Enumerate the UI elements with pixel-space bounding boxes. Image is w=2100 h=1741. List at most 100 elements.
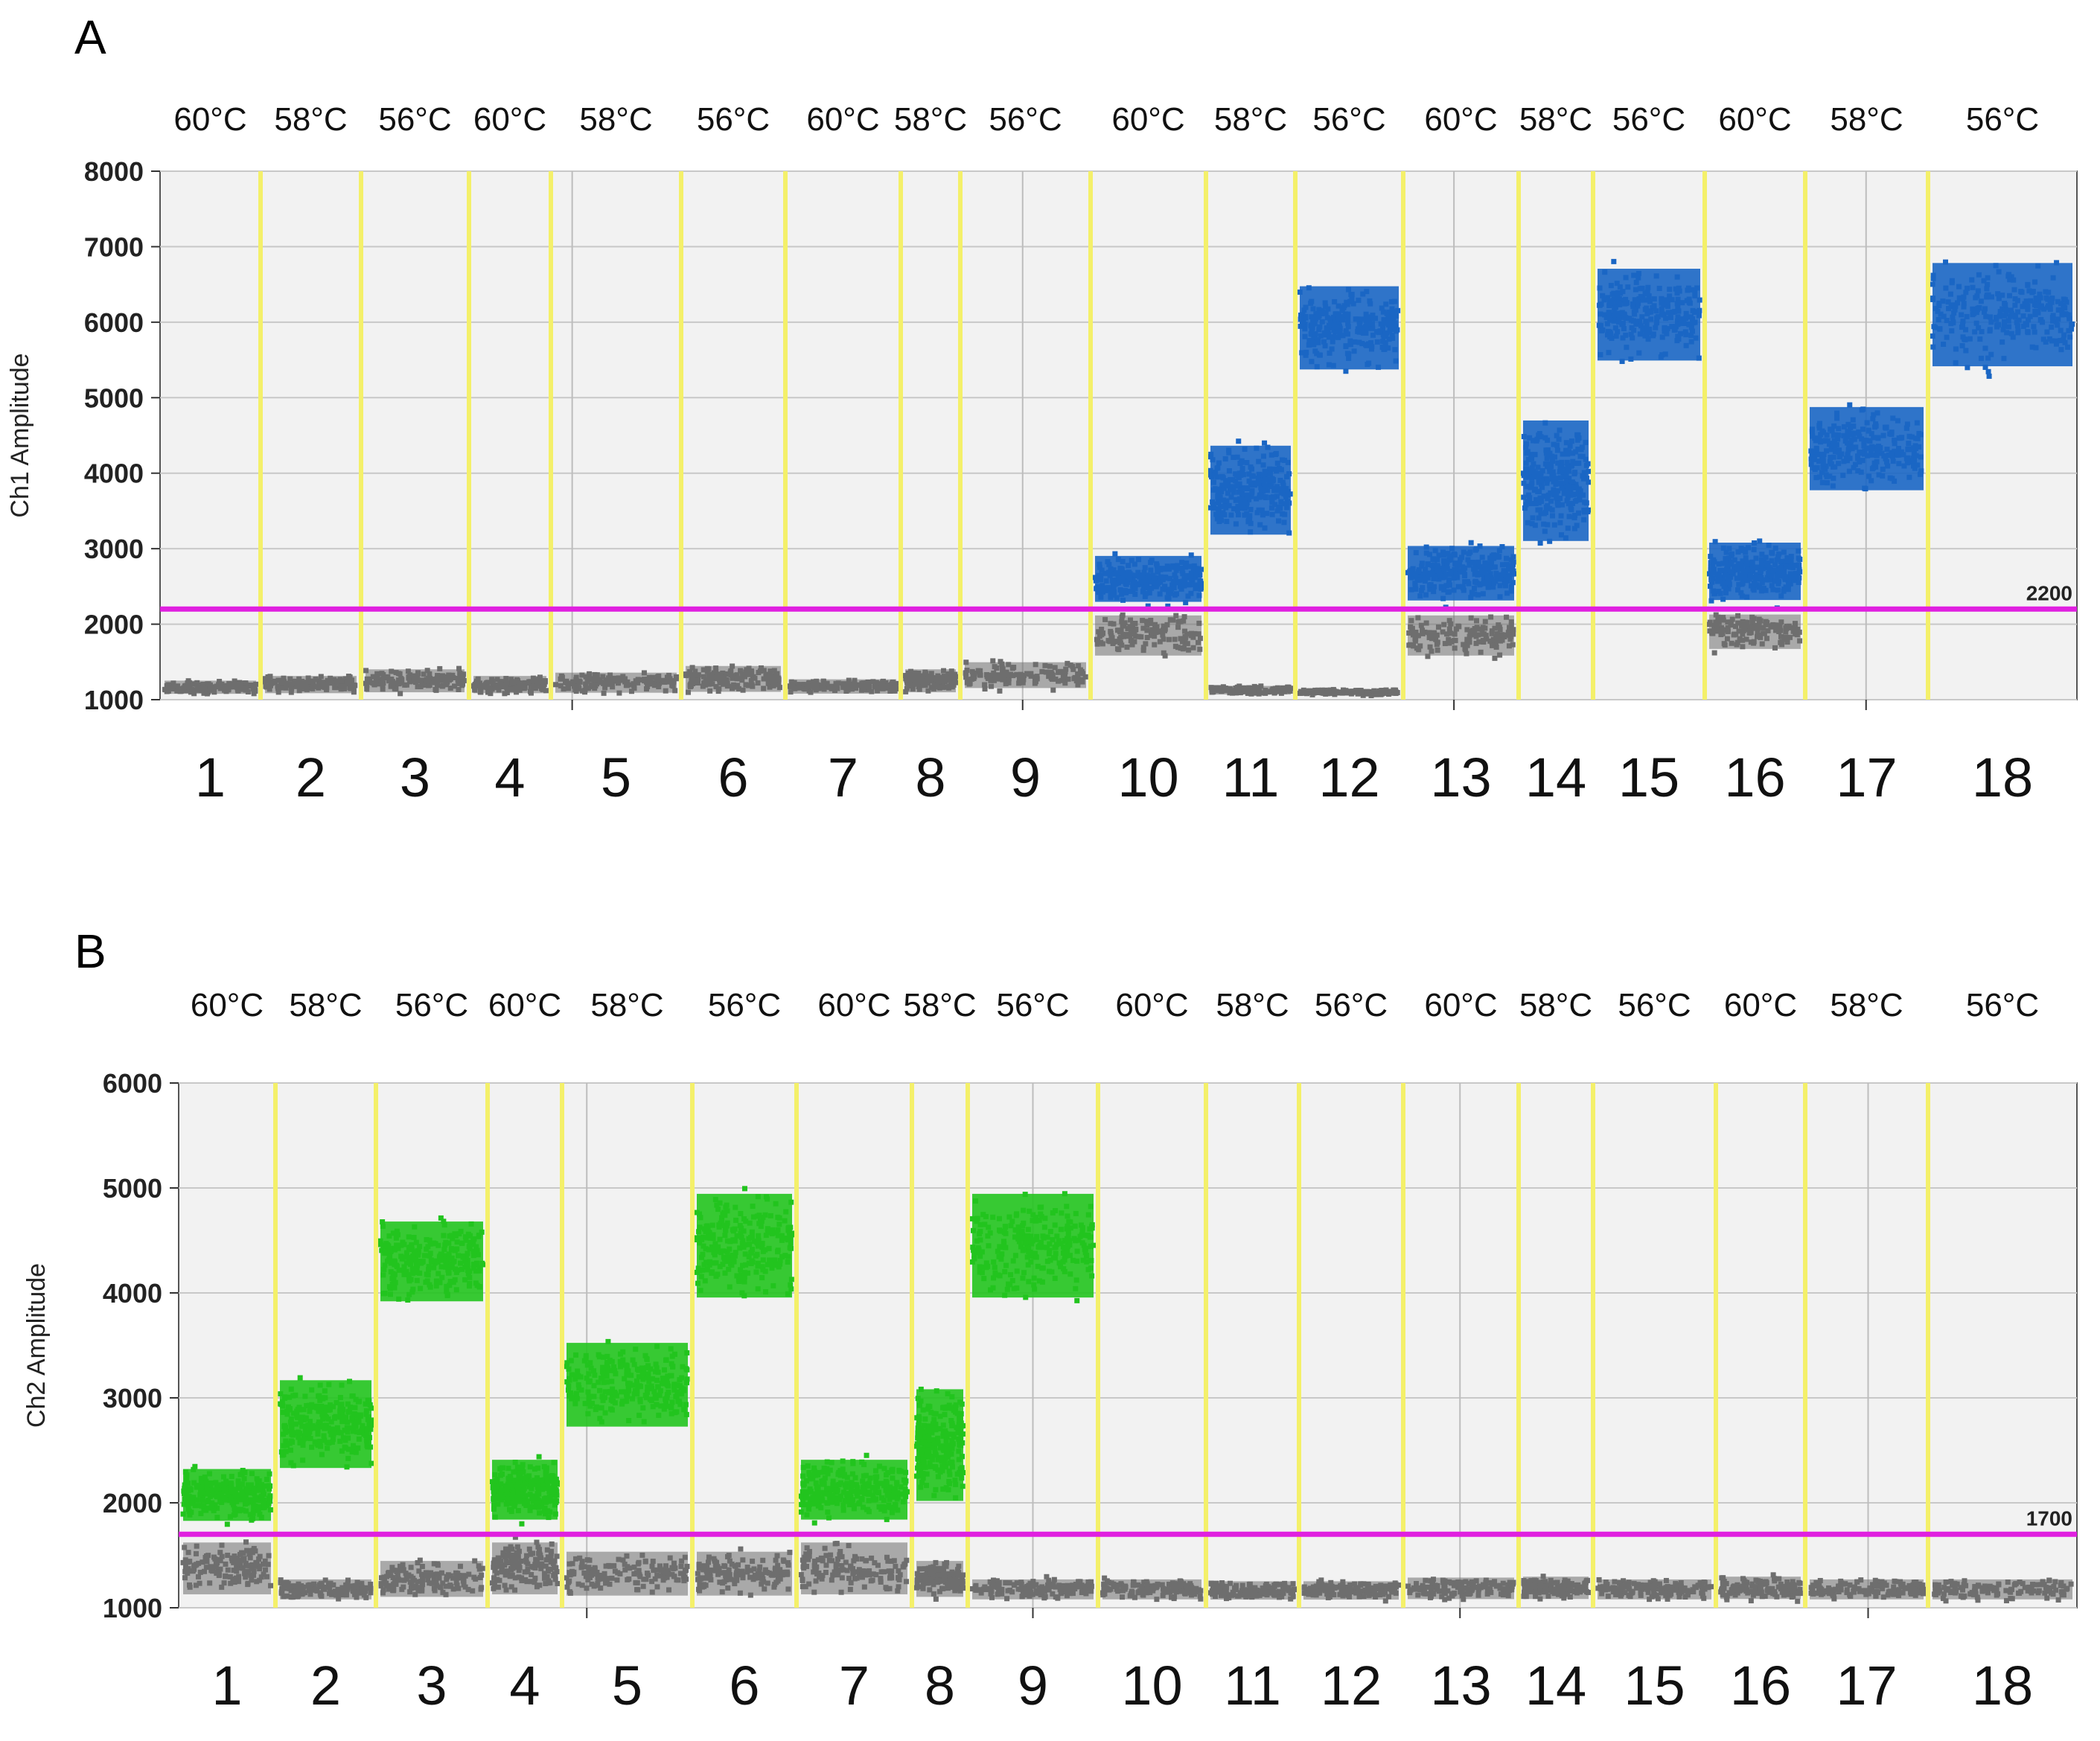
positive-droplets-droplet <box>1810 449 1816 455</box>
positive-droplets-droplet <box>1557 475 1563 481</box>
positive-droplets-droplet <box>1667 293 1673 299</box>
positive-droplets-droplet <box>1614 281 1620 287</box>
negative-droplets-droplet <box>1108 630 1114 636</box>
positive-droplets-droplet <box>1552 454 1558 460</box>
positive-droplets-droplet <box>229 1483 234 1489</box>
positive-droplets-droplet <box>1231 454 1236 460</box>
negative-droplets-droplet <box>363 668 369 674</box>
positive-droplets-droplet <box>180 1511 186 1517</box>
positive-droplets-droplet <box>1674 338 1680 344</box>
positive-droplets-droplet <box>1995 291 2001 297</box>
negative-droplets-droplet <box>229 1555 234 1561</box>
negative-droplets-droplet <box>389 668 395 674</box>
negative-droplets-droplet <box>1317 689 1323 695</box>
positive-droplets-droplet <box>182 1482 188 1488</box>
negative-droplets-droplet <box>1162 653 1168 659</box>
positive-droplets-droplet <box>1329 346 1335 352</box>
positive-droplets-droplet <box>1269 499 1275 505</box>
negative-droplets-droplet <box>1274 685 1280 691</box>
positive-droplets-droplet <box>1716 561 1722 567</box>
positive-droplets-droplet <box>1734 563 1740 569</box>
positive-droplets-droplet <box>1475 559 1481 565</box>
positive-droplets-droplet <box>1550 469 1556 475</box>
negative-droplets-droplet <box>243 1574 249 1580</box>
positive-droplets-droplet <box>1754 564 1760 570</box>
positive-droplets-droplet <box>1370 332 1376 338</box>
negative-droplets-droplet <box>833 684 839 690</box>
negative-droplets-droplet <box>945 684 951 690</box>
positive-droplets-droplet <box>1151 575 1157 581</box>
positive-droplets-droplet <box>1477 543 1483 549</box>
positive-droplets-droplet <box>1708 598 1714 604</box>
positive-droplets-droplet <box>1423 571 1429 577</box>
negative-droplets-droplet <box>689 677 695 683</box>
negative-droplets-droplet <box>1132 633 1138 639</box>
positive-droplets-droplet <box>214 1494 220 1500</box>
positive-droplets-droplet <box>1558 513 1564 519</box>
positive-droplets-droplet <box>1941 313 1947 319</box>
negative-droplets-droplet <box>354 1582 360 1588</box>
positive-droplets-droplet <box>1831 423 1837 429</box>
positive-droplets-droplet <box>1720 545 1726 551</box>
negative-droplets-droplet <box>245 689 251 695</box>
positive-droplets-droplet <box>1954 300 1960 306</box>
negative-droplets-droplet <box>322 683 328 689</box>
positive-droplets-droplet <box>237 1485 243 1491</box>
negative-droplets-droplet <box>802 686 808 692</box>
positive-droplets-droplet <box>1672 327 1678 333</box>
negative-droplets-droplet <box>307 1591 313 1597</box>
positive-droplets-droplet <box>1485 584 1491 590</box>
negative-droplets-droplet <box>180 1559 186 1565</box>
negative-droplets-droplet <box>309 684 315 690</box>
negative-droplets-droplet <box>704 668 710 674</box>
negative-droplets-droplet <box>335 1591 341 1597</box>
positive-droplets-droplet <box>1770 587 1776 592</box>
positive-droplets-droplet <box>2032 312 2038 318</box>
negative-droplets-droplet <box>1735 620 1741 626</box>
positive-droplets-droplet <box>1487 571 1493 577</box>
positive-droplets-droplet <box>1459 555 1465 560</box>
positive-droplets-droplet <box>1941 341 1947 347</box>
positive-droplets-droplet <box>2046 336 2052 342</box>
negative-droplets-droplet <box>600 674 606 680</box>
temperature-label: 58°C <box>274 101 347 138</box>
negative-droplets-droplet <box>940 678 946 684</box>
positive-droplets-droplet <box>1425 575 1431 581</box>
negative-droplets-droplet <box>1263 688 1268 694</box>
positive-droplets-droplet <box>1977 336 1983 342</box>
negative-droplets-droplet <box>1271 689 1277 695</box>
negative-droplets-droplet <box>767 668 773 674</box>
positive-droplets-droplet <box>2061 337 2067 343</box>
positive-droplets-droplet <box>1539 485 1545 491</box>
negative-droplets-droplet <box>516 681 522 687</box>
positive-droplets-droplet <box>1127 588 1133 594</box>
positive-droplets-droplet <box>1846 443 1852 449</box>
positive-droplets-droplet <box>1260 512 1266 518</box>
negative-droplets-droplet <box>1496 622 1501 628</box>
positive-droplets-droplet <box>1111 592 1117 598</box>
negative-droplets-droplet <box>258 1574 264 1580</box>
negative-droplets-droplet <box>1431 630 1437 636</box>
negative-droplets-droplet <box>484 684 490 690</box>
positive-droplets-droplet <box>237 1508 243 1514</box>
negative-droplets-droplet <box>225 1553 231 1559</box>
negative-droplets-droplet <box>1162 626 1168 632</box>
positive-droplets-droplet <box>1841 424 1847 429</box>
positive-droplets-droplet <box>1834 415 1840 421</box>
positive-droplets-droplet <box>1623 275 1629 281</box>
negative-droplets-droplet <box>246 1551 252 1557</box>
positive-droplets-droplet <box>1436 552 1442 558</box>
positive-droplets-droplet <box>1864 445 1870 451</box>
positive-droplets-droplet <box>1440 595 1446 601</box>
temperature-label: 60°C <box>173 101 246 138</box>
positive-droplets-droplet <box>1549 507 1555 513</box>
positive-droplets-droplet <box>1528 500 1534 506</box>
positive-droplets-droplet <box>1199 581 1204 587</box>
positive-droplets-droplet <box>1432 562 1437 568</box>
positive-droplets-droplet <box>1625 284 1631 290</box>
negative-droplets-droplet <box>427 671 433 677</box>
positive-droplets-droplet <box>1327 350 1333 356</box>
positive-droplets-droplet <box>1828 447 1834 453</box>
negative-droplets-droplet <box>313 676 319 682</box>
negative-droplets-droplet <box>447 686 453 691</box>
